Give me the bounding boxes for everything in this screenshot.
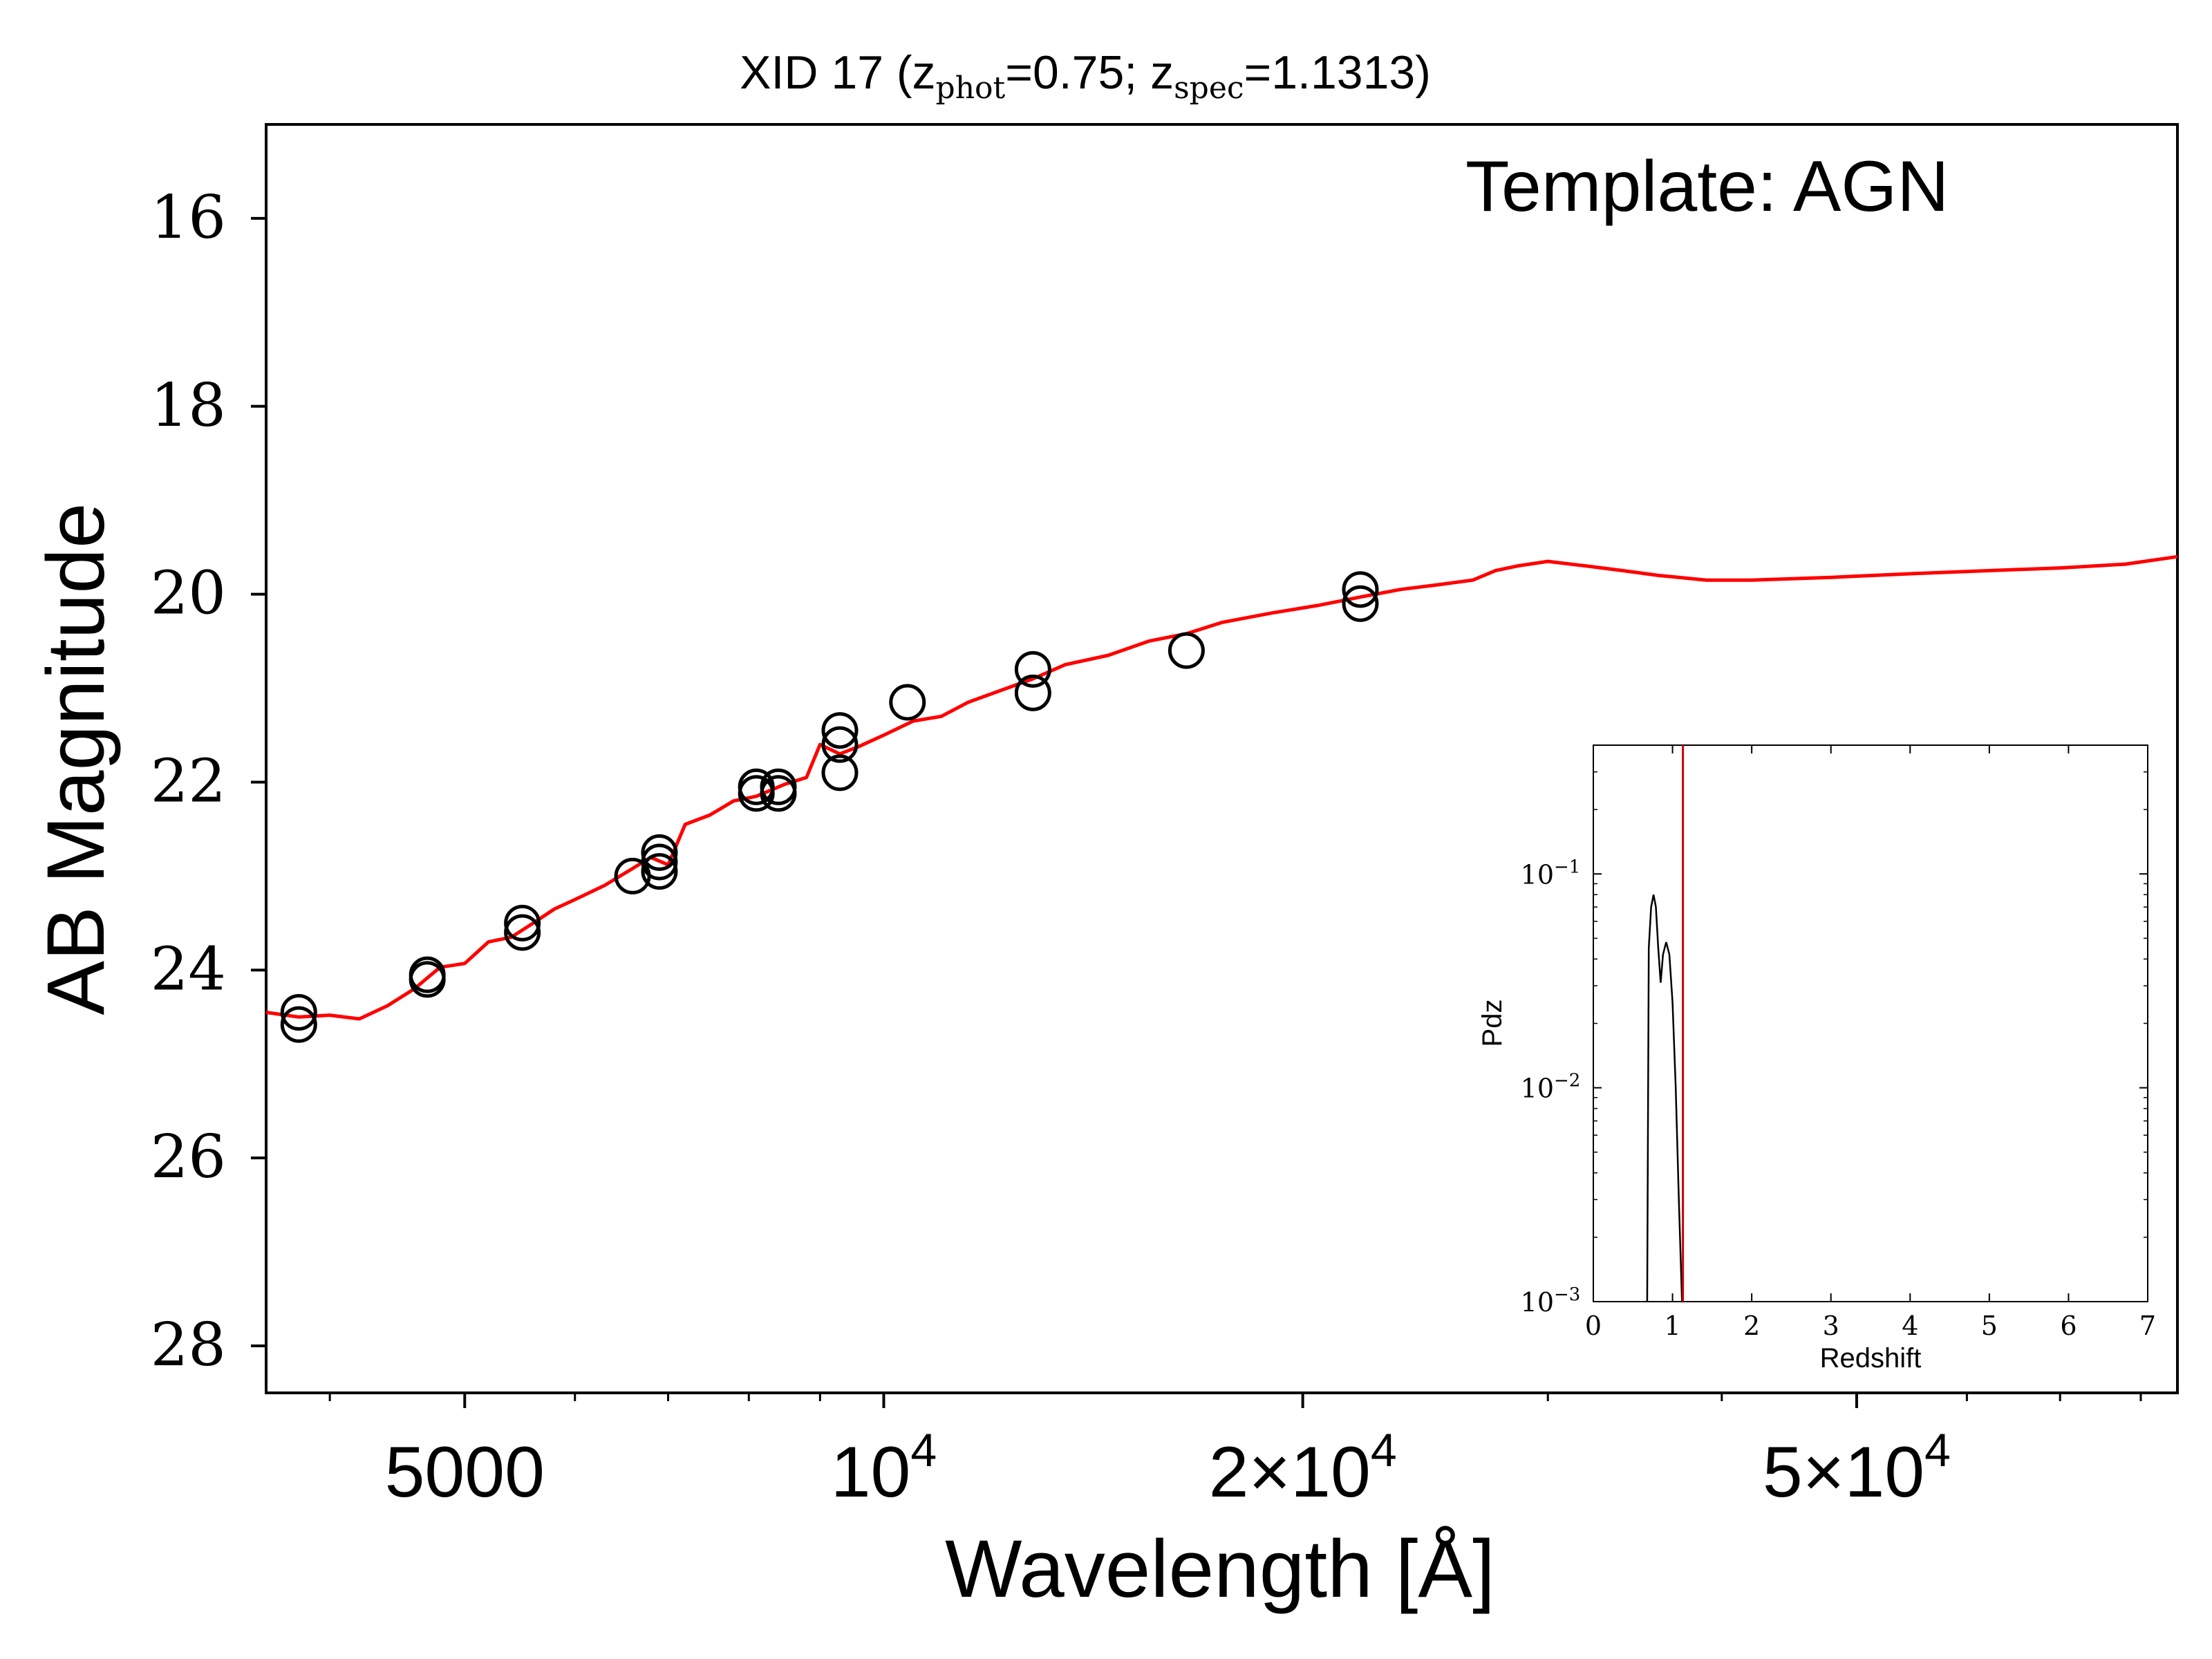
inset-x-tick-label: 6: [2060, 1311, 2077, 1341]
inset-y-tick-label: 10−3: [1521, 1284, 1581, 1318]
pdz-curve: [1646, 894, 1683, 1302]
y-tick-label: 16: [151, 183, 226, 252]
inset-x-tick-label: 0: [1585, 1311, 1602, 1341]
photometry-point: [1168, 632, 1205, 669]
photometry-point: [1342, 571, 1379, 608]
y-tick-label: 20: [151, 559, 226, 628]
x-axis-label: Wavelength [Å]: [945, 1524, 1495, 1615]
photometry-point: [1014, 650, 1051, 688]
photometry-point: [821, 726, 859, 763]
inset-x-tick-label: 2: [1743, 1311, 1760, 1341]
photometry-point: [280, 994, 317, 1031]
photometry-point: [504, 914, 541, 951]
inset-background: [1472, 719, 2175, 1391]
main-series: [265, 554, 2178, 1043]
x-tick-label: 2×104: [1209, 1424, 1397, 1512]
photometry-point: [738, 775, 775, 812]
photometry-point: [821, 712, 859, 749]
y-axis-label: AB Magnitude: [30, 503, 122, 1015]
photometry-point: [821, 754, 859, 791]
x-tick-label: 5×104: [1763, 1424, 1951, 1512]
photometry-point: [1014, 674, 1051, 711]
photometry-point: [409, 961, 446, 998]
photometry-point: [280, 1006, 317, 1043]
inset-y-axis-label: Pdz: [1477, 1000, 1508, 1047]
inset-y-tick-label: 10−1: [1521, 856, 1581, 890]
x-tick-label: 104: [831, 1424, 937, 1512]
inset-x-tick-label: 1: [1664, 1311, 1680, 1341]
photometry-point: [641, 843, 678, 881]
inset-x-tick-label: 4: [1902, 1311, 1918, 1341]
template-annotation: Template: AGN: [1465, 147, 1949, 227]
y-tick-label: 22: [151, 747, 226, 816]
main-plot-frame: [265, 123, 2179, 1394]
inset-y-tick-label: 10−2: [1521, 1071, 1581, 1104]
main-x-ticks: 5000 104 2×104 5×104: [328, 1393, 2142, 1512]
photometry-point: [504, 904, 541, 941]
chart-title: XID 17 (zphot=0.75; zspec=1.1313): [740, 46, 1431, 106]
y-tick-label: 28: [151, 1311, 226, 1380]
y-tick-label: 18: [151, 371, 226, 440]
template-sed-line: [265, 554, 2178, 1021]
photometry-point: [641, 834, 678, 871]
inset-x-tick-label: 5: [1981, 1311, 1998, 1341]
inset-series: [1646, 745, 1685, 1302]
inset-x-tick-label: 3: [1823, 1311, 1839, 1341]
pdz-inset: 0 1 2 3 4 5 6 7 10−3 10−2 10−1 Redshift Pdz: [1472, 719, 2175, 1391]
x-tick-label: 5000: [385, 1432, 545, 1512]
photometry-point: [641, 853, 678, 890]
inset-ticks: 0 1 2 3 4 5 6 7 10−3 10−2 10−1: [1521, 745, 2156, 1341]
photometry-point: [889, 684, 926, 721]
inset-x-axis-label: Redshift: [1820, 1343, 1922, 1374]
photometry-point: [1342, 585, 1379, 622]
y-tick-label: 24: [151, 935, 226, 1004]
y-tick-label: 26: [151, 1123, 226, 1192]
inset-x-tick-label: 7: [2139, 1311, 2156, 1341]
main-y-ticks: 16 18 20 22 24 26 28: [151, 183, 266, 1380]
photometry-point: [760, 775, 797, 812]
